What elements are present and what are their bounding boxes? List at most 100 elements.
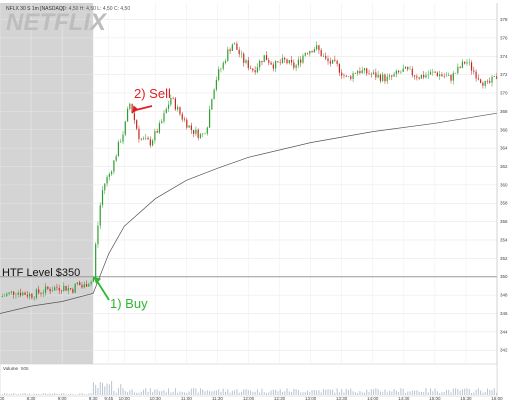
candle-body: [38, 289, 40, 293]
volume-bar: [131, 389, 133, 395]
trade-arrows: [93, 105, 153, 301]
candle-body: [95, 244, 97, 278]
candle-body: [122, 134, 124, 142]
volume-bar: [190, 388, 192, 395]
candle-body: [213, 89, 215, 100]
volume-bar: [259, 392, 261, 395]
candle-body: [318, 45, 320, 51]
volume-bar: [325, 389, 327, 395]
candle-body: [411, 68, 413, 76]
candle-body: [158, 123, 161, 133]
candle-body: [238, 49, 240, 55]
volume-bar: [427, 392, 429, 395]
volume-bar: [4, 393, 6, 395]
volume-bar: [293, 388, 295, 395]
volume-bar: [47, 393, 49, 395]
candle-body: [70, 288, 72, 290]
volume-bar: [42, 393, 44, 395]
volume-bar: [206, 390, 208, 395]
volume-bar: [311, 390, 313, 395]
volume-bar: [63, 393, 65, 395]
volume-bar: [15, 394, 17, 395]
y-tick-label: 376: [500, 35, 508, 40]
candle-body: [382, 74, 384, 81]
candle-body: [448, 75, 450, 76]
candle-body: [129, 103, 131, 109]
candles-group: [1, 41, 498, 301]
volume-bar: [281, 392, 283, 395]
candle-body: [309, 51, 311, 54]
volume-bar: [108, 384, 110, 395]
volume-bar: [268, 392, 270, 395]
candle-body: [147, 137, 149, 140]
candle-body: [263, 55, 265, 63]
volume-bar: [229, 392, 231, 395]
volume-bar: [124, 390, 126, 395]
candle-body: [58, 288, 60, 291]
candle-body: [347, 76, 350, 77]
volume-bar: [404, 392, 406, 395]
volume-bar: [51, 393, 53, 395]
candle-body: [224, 60, 227, 63]
volume-bar: [288, 391, 290, 395]
candle-body: [461, 61, 464, 68]
sell-arrow-head: [132, 105, 139, 114]
candle-body: [99, 205, 101, 226]
candle-body: [56, 287, 58, 289]
volume-bar: [54, 393, 56, 395]
volume-bar: [204, 391, 206, 395]
candle-body: [325, 56, 327, 59]
candle-body: [49, 288, 51, 292]
volume-bar: [234, 390, 236, 395]
x-tick-label: 10:30: [150, 396, 162, 401]
volume-bar: [423, 392, 425, 395]
volume-bar: [72, 394, 74, 395]
candle-body: [295, 65, 297, 68]
volume-bar: [254, 391, 256, 395]
volume-bar: [370, 389, 372, 395]
candle-body: [199, 134, 202, 138]
x-tick-label: 13:00: [305, 396, 317, 401]
volume-bar: [199, 388, 201, 395]
volume-bar: [452, 388, 454, 395]
volume-bar: [202, 389, 204, 395]
volume-bar: [245, 389, 247, 395]
candle-body: [486, 80, 489, 82]
volume-bar: [161, 391, 163, 395]
candle-body: [83, 284, 85, 288]
y-tick-label: 360: [500, 182, 508, 187]
volume-bar: [195, 388, 197, 395]
volume-bar: [213, 390, 215, 395]
candle-body: [222, 62, 224, 69]
candle-body: [183, 119, 186, 120]
volume-bar: [414, 390, 416, 395]
volume-bar: [402, 388, 404, 395]
volume-bar: [170, 392, 172, 395]
volume-bar: [357, 392, 359, 395]
candle-body: [15, 294, 17, 296]
volume-bar: [133, 392, 135, 395]
volume-bar: [26, 394, 28, 395]
volume-bar: [482, 392, 484, 395]
volume-bar: [179, 391, 181, 395]
volume-bar: [45, 393, 47, 395]
volume-bar: [275, 389, 277, 395]
candle-body: [113, 160, 115, 172]
candle-body: [275, 61, 277, 69]
candle-body: [304, 53, 306, 56]
candle-body: [316, 45, 318, 50]
candle-body: [245, 60, 247, 63]
volume-bar: [145, 388, 147, 395]
volume-bar: [56, 393, 58, 395]
volume-bar: [418, 391, 420, 395]
volume-bar: [491, 390, 493, 395]
volume-bar: [65, 394, 67, 395]
volume-bar: [220, 391, 222, 395]
candle-body: [395, 70, 397, 75]
volume-bar: [475, 389, 477, 395]
x-tick-label: 9:45: [104, 396, 113, 401]
x-tick-label: 16:00: [491, 396, 503, 401]
y-tick-label: 378: [500, 17, 508, 22]
candle-body: [234, 43, 236, 45]
volume-bar: [86, 394, 88, 395]
